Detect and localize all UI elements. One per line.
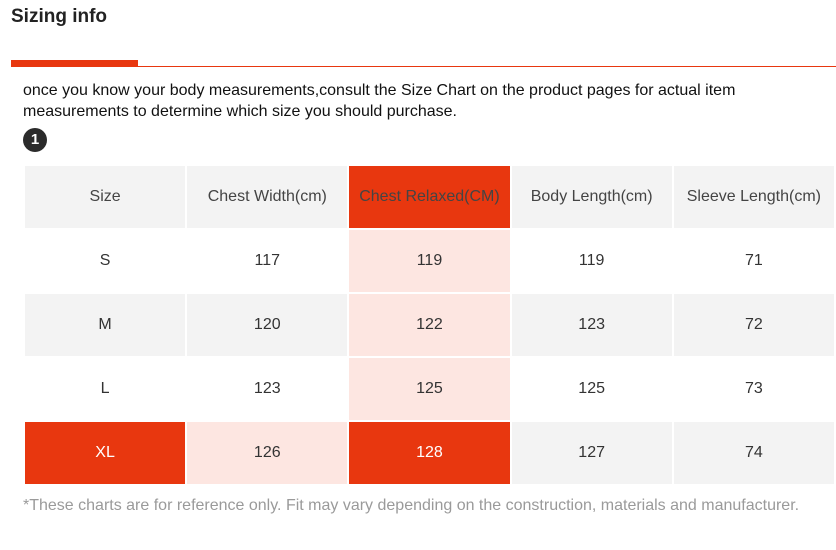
- header-size: Size: [25, 166, 186, 228]
- header-chest-relaxed: Chest Relaxed(CM): [349, 166, 510, 228]
- chest-relaxed-cell: 119: [349, 230, 510, 292]
- section-divider: [11, 66, 836, 67]
- chest-width-cell: 117: [187, 230, 348, 292]
- chest-relaxed-cell: 125: [349, 358, 510, 420]
- size-cell: XL: [25, 422, 186, 484]
- header-sleeve-length: Sleeve Length(cm): [673, 166, 834, 228]
- sleeve-length-cell: 73: [673, 358, 834, 420]
- body-length-cell: 123: [511, 294, 672, 356]
- sleeve-length-cell: 72: [673, 294, 834, 356]
- table-row: S 117 119 119 71: [25, 230, 834, 292]
- chest-relaxed-cell: 128: [349, 422, 510, 484]
- active-tab-indicator: [11, 60, 138, 67]
- size-chart-table: Size Chest Width(cm) Chest Relaxed(CM) B…: [23, 164, 836, 486]
- step-number-badge: 1: [23, 128, 47, 152]
- table-row: L 123 125 125 73: [25, 358, 834, 420]
- body-length-cell: 125: [511, 358, 672, 420]
- size-cell: L: [25, 358, 186, 420]
- chest-width-cell: 126: [187, 422, 348, 484]
- sleeve-length-cell: 74: [673, 422, 834, 484]
- sleeve-length-cell: 71: [673, 230, 834, 292]
- body-length-cell: 127: [511, 422, 672, 484]
- chest-width-cell: 123: [187, 358, 348, 420]
- intro-text: once you know your body measurements,con…: [23, 82, 736, 120]
- chest-relaxed-cell: 122: [349, 294, 510, 356]
- disclaimer-footnote: *These charts are for reference only. Fi…: [23, 497, 800, 514]
- header-body-length: Body Length(cm): [511, 166, 672, 228]
- header-chest-width: Chest Width(cm): [187, 166, 348, 228]
- page-title: Sizing info: [11, 6, 108, 27]
- size-cell: M: [25, 294, 186, 356]
- size-cell: S: [25, 230, 186, 292]
- table-row: M 120 122 123 72: [25, 294, 834, 356]
- table-header-row: Size Chest Width(cm) Chest Relaxed(CM) B…: [25, 166, 834, 228]
- table-row: XL 126 128 127 74: [25, 422, 834, 484]
- body-length-cell: 119: [511, 230, 672, 292]
- chest-width-cell: 120: [187, 294, 348, 356]
